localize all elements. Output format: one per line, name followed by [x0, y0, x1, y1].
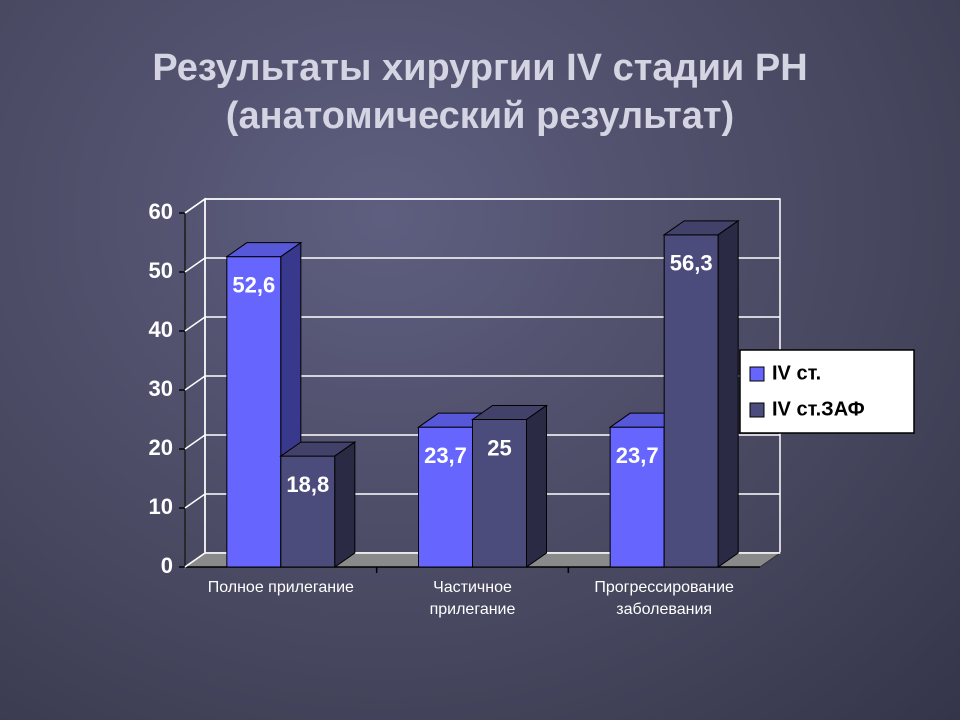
- grid-line: [184, 434, 206, 450]
- value-label: 52,6: [232, 272, 275, 297]
- bar: [663, 234, 719, 568]
- bar: [226, 256, 282, 568]
- value-label: 23,7: [616, 443, 659, 468]
- bar: [280, 455, 336, 568]
- bar: [472, 419, 527, 568]
- legend-swatch: [749, 366, 765, 382]
- value-label: 18,8: [286, 472, 329, 497]
- x-tick-label: Частичное прилегание: [429, 579, 516, 618]
- value-label: 56,3: [670, 251, 713, 276]
- grid-line: [184, 257, 206, 273]
- bar-side: [334, 441, 356, 568]
- grid-line: [184, 375, 206, 391]
- chart-subtitle: (анатомический результат): [226, 95, 734, 137]
- legend-label: IV ст.: [772, 362, 821, 384]
- x-tick-label: Полное прилегание: [207, 579, 354, 596]
- y-tick-label: 0: [161, 553, 173, 578]
- bar-side: [526, 404, 547, 568]
- value-label: 25: [487, 435, 511, 460]
- grid-line: [184, 316, 206, 332]
- grid-line: [184, 198, 206, 214]
- y-tick-label: 50: [149, 258, 173, 283]
- bar: [418, 426, 473, 568]
- y-tick-label: 60: [149, 199, 173, 224]
- y-tick-label: 30: [149, 376, 173, 401]
- bar: [609, 426, 665, 568]
- y-tick-label: 20: [149, 435, 173, 460]
- legend-box: [739, 349, 915, 434]
- y-tick-label: 40: [149, 317, 173, 342]
- grid-line: [184, 493, 206, 509]
- bar-side: [717, 219, 739, 568]
- chart-title: Результаты хирургии IV стадии РН: [152, 47, 807, 89]
- value-label: 23,7: [424, 443, 467, 468]
- x-tick-label: Прогрессирование заболевания: [594, 579, 734, 618]
- grid-line: [184, 552, 206, 568]
- y-tick-label: 10: [149, 494, 173, 519]
- legend-swatch: [749, 402, 765, 418]
- legend-label: IV ст.ЗАФ: [772, 398, 865, 420]
